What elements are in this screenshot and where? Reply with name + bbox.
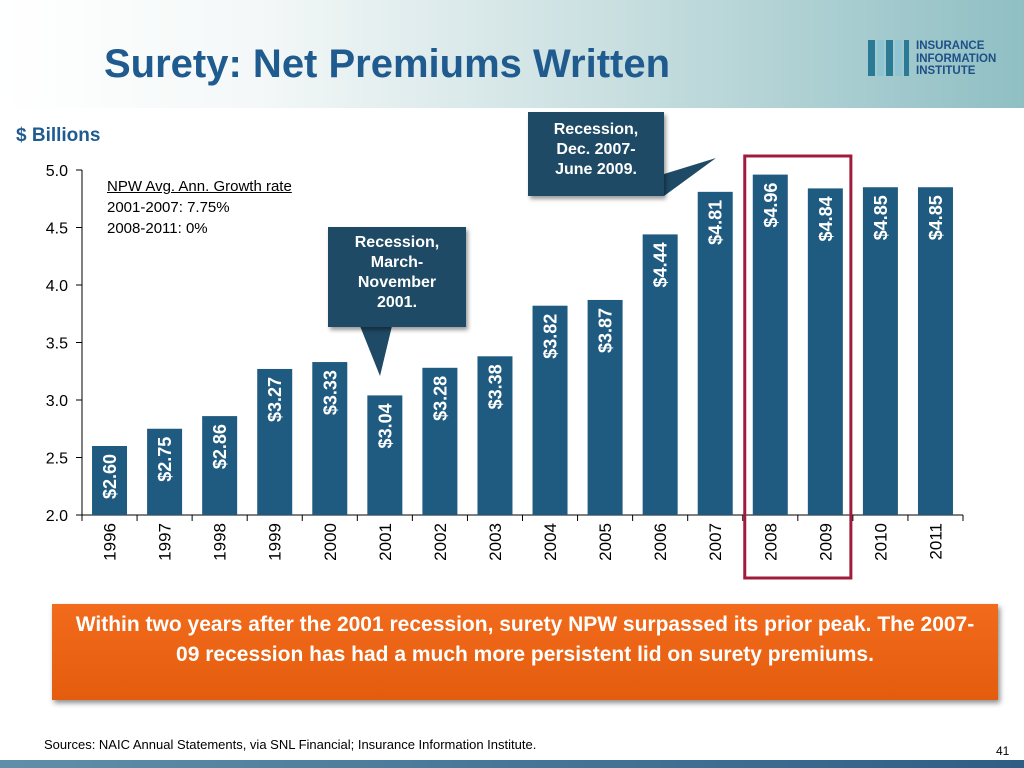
- callout-2001-pointer: [360, 326, 392, 376]
- x-tick-label-1999: 1999: [266, 523, 285, 561]
- data-label-2010: $4.85: [871, 195, 891, 240]
- data-label-2002: $3.28: [430, 376, 450, 421]
- x-axis: [81, 514, 964, 521]
- bars-group: [92, 174, 953, 515]
- bar-2008: [752, 174, 788, 515]
- y-tick-label: 3.5: [46, 336, 68, 353]
- bar-1996: [92, 446, 128, 515]
- bar-2011: [917, 187, 953, 515]
- x-tick-label-2008: 2008: [761, 523, 780, 561]
- data-label-1998: $2.86: [210, 424, 230, 469]
- growth-rate-note: NPW Avg. Ann. Growth rate 2001-2007: 7.7…: [107, 176, 292, 239]
- page-number: 41: [996, 744, 1010, 758]
- y-tick-label: 4.0: [46, 278, 68, 295]
- summary-banner: Within two years after the 2001 recessio…: [52, 604, 998, 700]
- bar-2007: [697, 191, 733, 515]
- x-tick-label-1996: 1996: [101, 523, 120, 561]
- growth-line-1: 2001-2007: 7.75%: [107, 199, 230, 216]
- x-tick-label-1997: 1997: [156, 523, 175, 561]
- x-tick-label-2001: 2001: [376, 523, 395, 561]
- bar-2001: [367, 395, 403, 515]
- bar-2009: [807, 188, 843, 515]
- x-tick-label-2006: 2006: [651, 523, 670, 561]
- data-label-1999: $3.27: [265, 377, 285, 422]
- growth-heading: NPW Avg. Ann. Growth rate: [107, 178, 292, 195]
- data-label-1996: $2.60: [100, 454, 120, 499]
- data-label-2000: $3.33: [320, 370, 340, 415]
- x-tick-label-2004: 2004: [541, 523, 560, 561]
- x-tick-label-2003: 2003: [486, 523, 505, 561]
- x-tick-label-2005: 2005: [596, 523, 615, 561]
- footer-bar: [0, 760, 1024, 768]
- data-label-2008: $4.96: [761, 183, 781, 228]
- data-label-2006: $4.44: [651, 242, 671, 287]
- data-labels-group: $2.60 $2.75 $2.86 $3.27 $3.33 $3.04 $3.28 $3.38…: [100, 183, 946, 499]
- y-axis: 2.0 2.5 3.0 3.5 4.0 4.5 5.0: [46, 163, 83, 525]
- source-note: Sources: NAIC Annual Statements, via SNL…: [44, 737, 537, 752]
- page-title: Surety: Net Premiums Written: [104, 42, 671, 86]
- data-label-2005: $3.87: [596, 308, 616, 353]
- x-tick-label-2000: 2000: [321, 523, 340, 561]
- x-tick-label-2010: 2010: [871, 523, 890, 561]
- bar-1997: [147, 428, 183, 515]
- y-tick-label: 2.5: [46, 451, 68, 468]
- bar-chart: 2.0 2.5 3.0 3.5 4.0 4.5 5.0 $2.60 $2.75 $2.86 $3.…: [46, 154, 964, 580]
- units-label: $ Billions: [16, 125, 101, 146]
- y-tick-label: 5.0: [46, 163, 68, 180]
- bar-2005: [587, 299, 623, 515]
- bar-1999: [257, 368, 293, 515]
- logo-mark-icon: [868, 38, 910, 78]
- bar-2006: [642, 234, 678, 515]
- bar-2002: [422, 367, 458, 515]
- data-label-2007: $4.81: [706, 200, 726, 245]
- bar-2010: [862, 187, 898, 515]
- data-label-2004: $3.82: [541, 314, 561, 359]
- bar-1998: [202, 416, 238, 515]
- header-background: [0, 0, 1024, 108]
- highlight-box-2008-2009: [743, 154, 853, 580]
- recession-2001-callout: Recession, March- November 2001.: [328, 227, 466, 327]
- growth-line-2: 2008-2011: 0%: [107, 220, 208, 237]
- data-label-2011: $4.85: [926, 195, 946, 240]
- bar-2003: [477, 356, 513, 515]
- data-label-2003: $3.38: [485, 364, 505, 409]
- recession-2007-callout: Recession, Dec. 2007- June 2009.: [528, 112, 664, 196]
- y-tick-label: 3.0: [46, 393, 68, 410]
- data-label-2001: $3.04: [375, 403, 395, 448]
- bar-2000: [312, 362, 348, 515]
- x-tick-labels-group: 1996 1997 1998 1999 2000 2001 2002 2003 2004 2005…: [101, 523, 946, 561]
- y-tick-label: 4.5: [46, 221, 68, 238]
- bar-2004: [532, 305, 568, 515]
- logo-text: INSURANCE INFORMATION INSTITUTE: [916, 40, 997, 77]
- x-tick-label-2002: 2002: [431, 523, 450, 561]
- data-label-2009: $4.84: [816, 196, 836, 241]
- iii-logo: INSURANCE INFORMATION INSTITUTE: [868, 38, 1018, 80]
- y-tick-label: 2.0: [46, 508, 68, 525]
- data-label-1997: $2.75: [155, 437, 175, 482]
- x-tick-label-2007: 2007: [706, 523, 725, 561]
- x-tick-label-1998: 1998: [211, 523, 230, 561]
- x-tick-label-2011: 2011: [926, 523, 945, 560]
- x-tick-label-2009: 2009: [816, 523, 835, 561]
